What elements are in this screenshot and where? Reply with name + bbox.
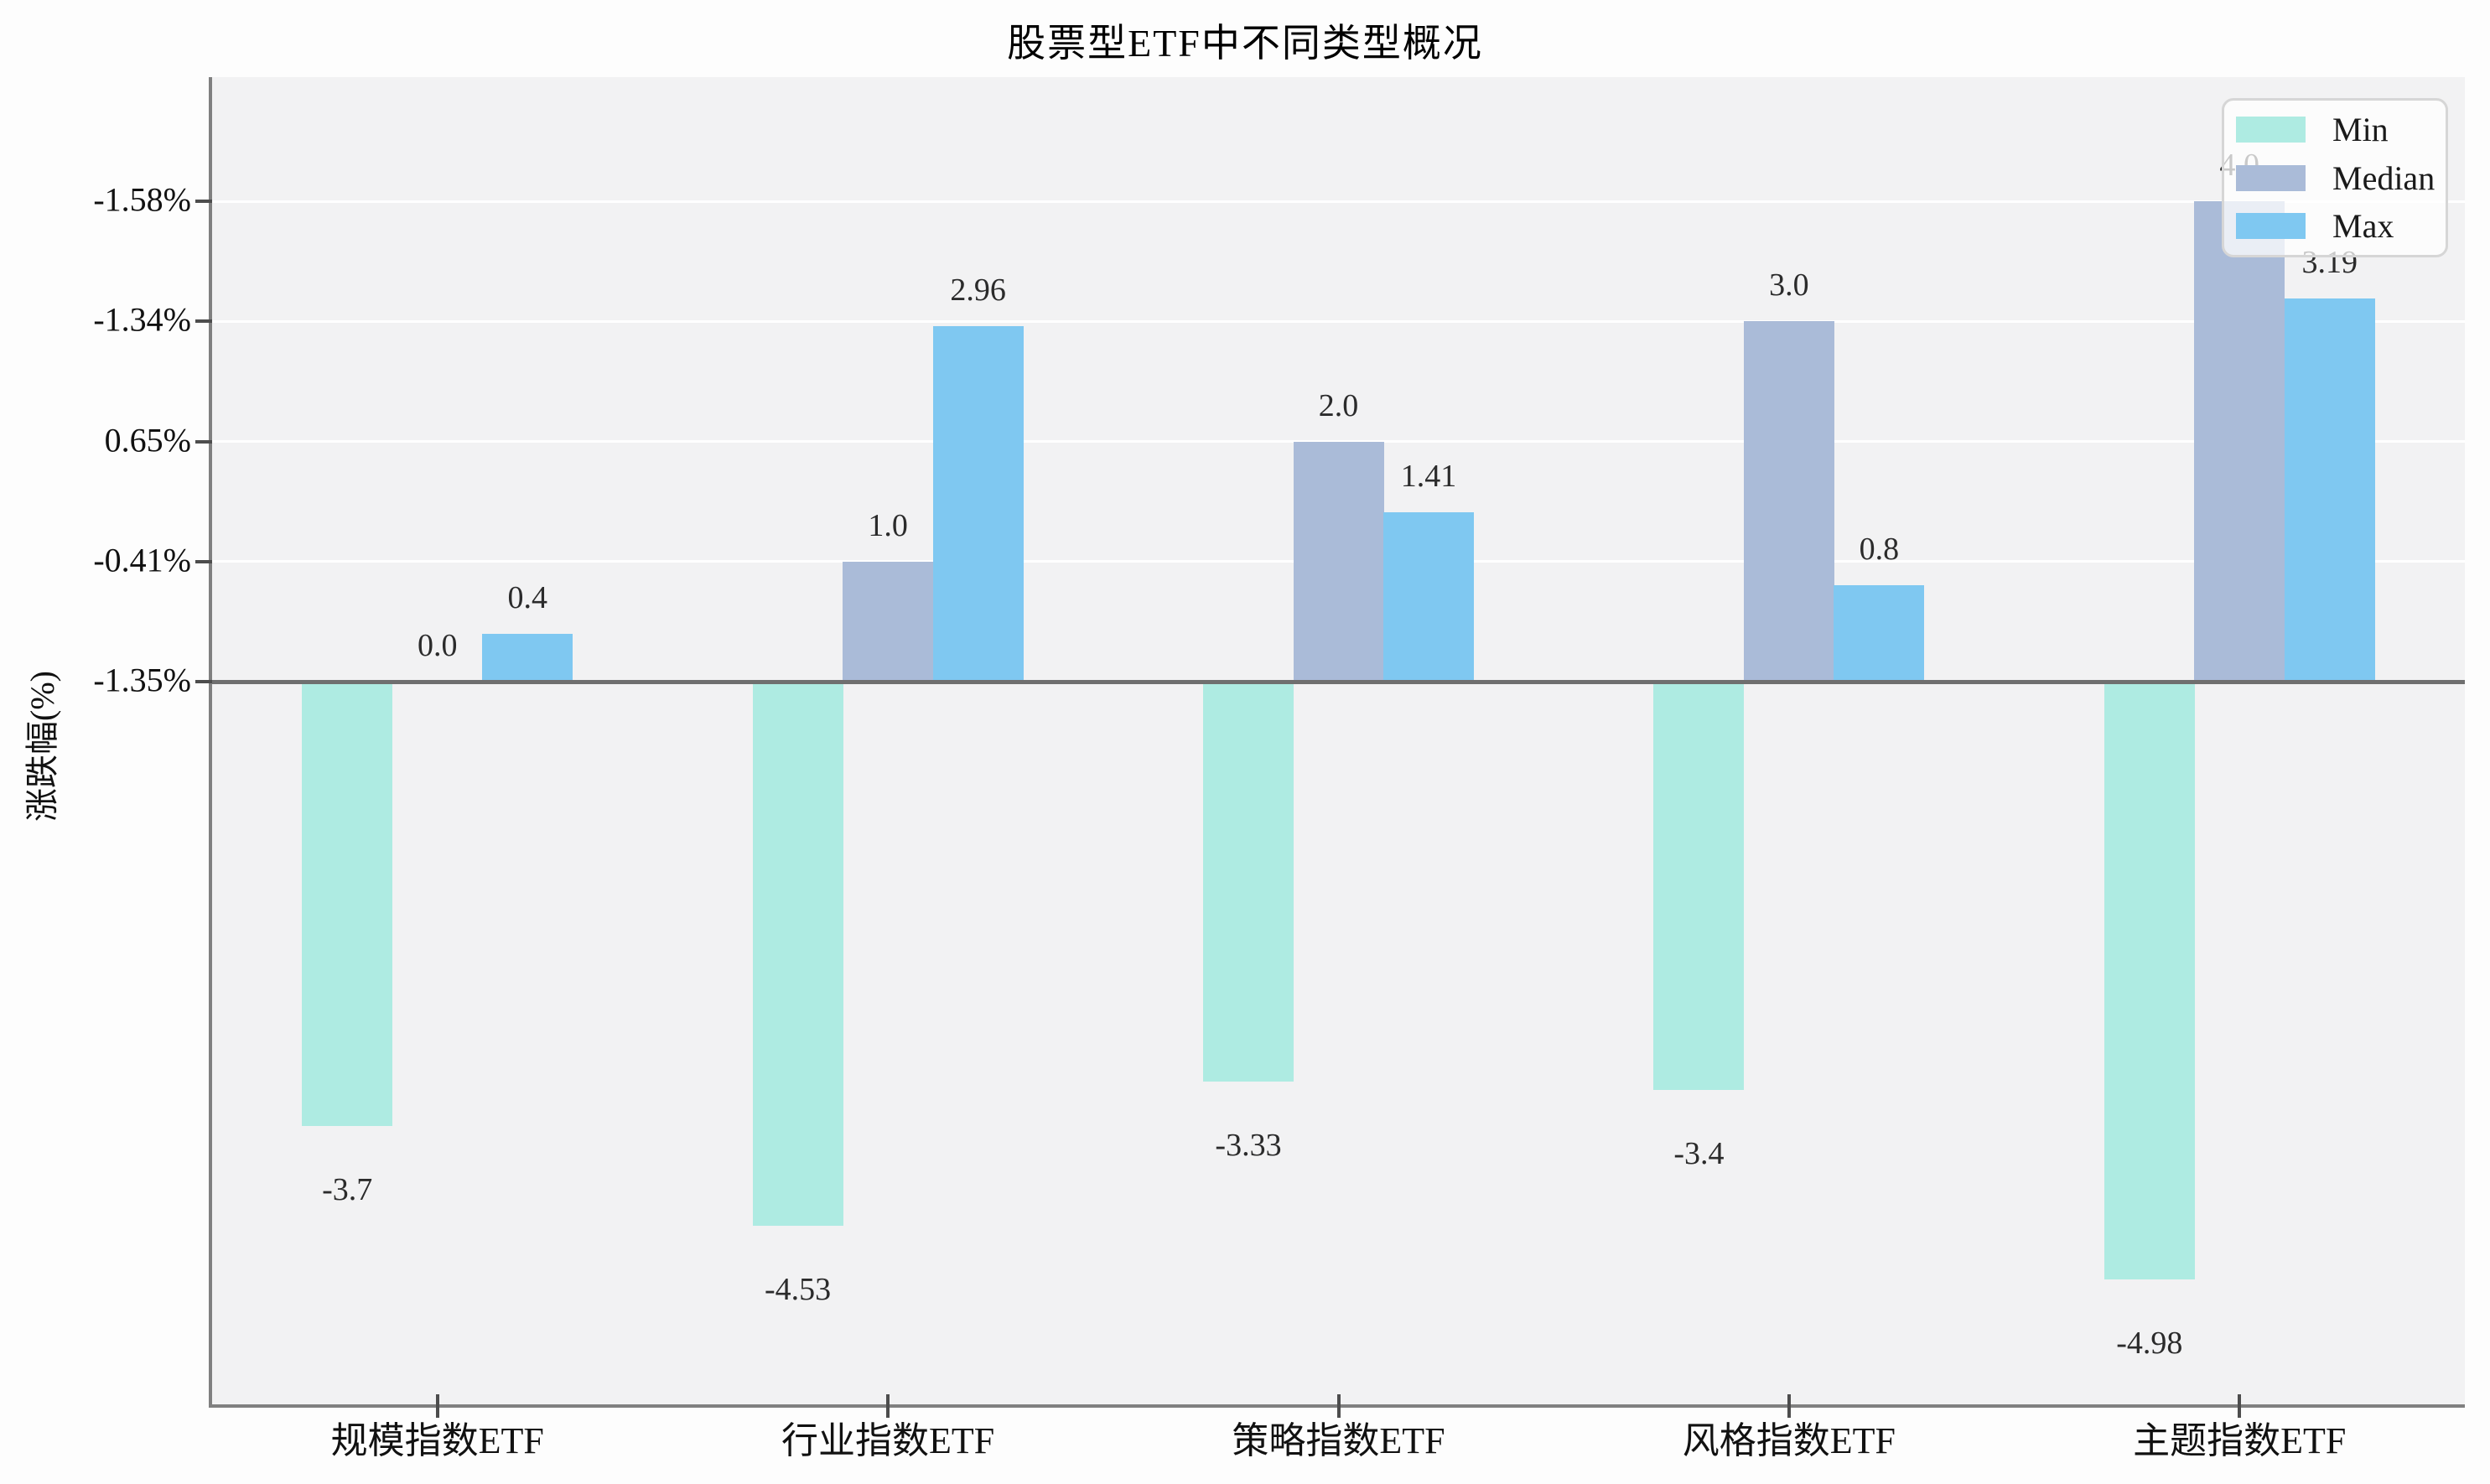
x-tick-label: 行业指数ETF [781,1420,995,1461]
x-tick-mark [1336,1394,1341,1418]
bar-max-2 [1383,512,1474,682]
bar-max-0 [482,633,573,682]
bar-value-label: -3.33 [1215,1127,1282,1163]
y-tick-mark [195,200,212,204]
x-tick-mark [435,1394,439,1418]
bar-value-label: -4.53 [765,1271,832,1307]
y-tick-mark [195,439,212,444]
y-axis-label: 涨跌幅(%) [23,671,61,822]
bar-value-label: 2.96 [950,272,1006,309]
legend-item-median: Median [2236,158,2446,198]
bar-value-label: -4.98 [2116,1326,2183,1362]
bar-median-4 [2194,201,2285,682]
bar-value-label: -3.4 [1673,1135,1725,1171]
legend-swatch-median [2236,164,2306,191]
bar-value-label: 1.41 [1400,459,1457,495]
legend-label: Min [2332,110,2389,148]
bar-value-label: 1.0 [868,507,908,543]
x-tick-label: 主题指数ETF [2133,1420,2347,1461]
x-tick-mark [1787,1394,1791,1418]
y-tick-label: 0.65% [104,421,191,459]
legend-swatch-min [2236,116,2306,143]
legend-label: Max [2332,207,2394,246]
y-tick-mark [195,319,212,324]
y-tick-mark [195,680,212,683]
zero-line [212,679,2465,684]
bar-max-3 [1834,585,1925,682]
legend-label: Median [2332,158,2436,197]
bar-value-label: 2.0 [1318,387,1359,423]
gridline [212,319,2465,323]
gridline [212,200,2465,203]
bar-max-4 [2284,298,2375,682]
bar-median-3 [1743,321,1834,682]
legend-swatch-max [2236,213,2306,240]
plot-area: -1.58% -1.34% 0.65% -0.41% -1.35% 规模指数ETF 行业指数… [93,77,2465,1461]
bar-value-label: -3.7 [322,1171,373,1207]
y-tick-label: -0.41% [93,541,191,579]
x-tick-mark [886,1394,890,1418]
x-tick-label: 策略指数ETF [1232,1420,1445,1461]
y-tick-label: -1.35% [93,661,191,699]
bar-value-label: 0.0 [417,628,458,663]
bar-value-label: 0.8 [1859,532,1900,568]
bar-min-0 [302,682,393,1126]
x-tick-label: 风格指数ETF [1682,1420,1896,1461]
y-tick-label: -1.34% [93,301,191,340]
bar-min-1 [752,682,843,1226]
bar-min-2 [1203,682,1294,1082]
bar-min-4 [2104,682,2195,1280]
x-tick-mark [2238,1394,2242,1418]
chart-title: 股票型ETF中不同类型概况 [1007,22,1483,65]
y-tick-mark [195,559,212,563]
y-axis-spine [209,77,212,1408]
bar-value-label: 0.4 [507,579,547,615]
legend-item-min: Min [2236,110,2446,149]
legend: Min Median Max [2222,98,2448,257]
bar-median-1 [843,561,934,682]
bar-value-label: 3.0 [1769,267,1809,304]
legend-item-max: Max [2236,206,2446,246]
bar-max-1 [932,326,1024,682]
bar-min-3 [1653,682,1745,1090]
y-tick-label: -1.58% [93,180,191,219]
bar-median-2 [1293,441,1384,682]
x-tick-label: 规模指数ETF [330,1420,544,1461]
